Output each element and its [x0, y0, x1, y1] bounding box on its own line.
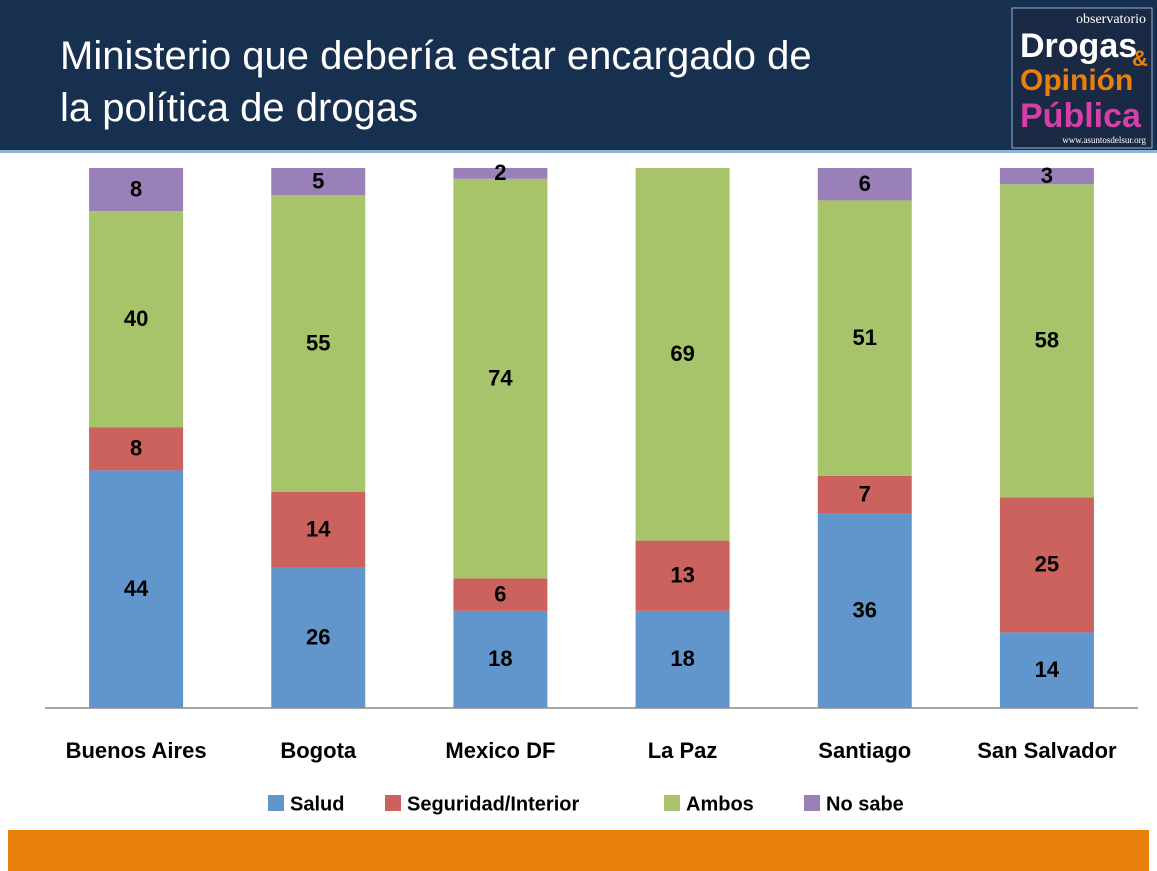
data-label: 25: [1035, 552, 1059, 577]
x-tick-label: Santiago: [818, 738, 911, 763]
data-label: 40: [124, 306, 148, 331]
bar-segment: [271, 567, 366, 708]
header: Ministerio que debería estar encargado d…: [0, 0, 1157, 153]
data-label: 2: [494, 160, 506, 185]
data-label: 14: [1035, 657, 1060, 682]
data-label: 18: [670, 646, 694, 671]
legend-swatch: [664, 795, 680, 811]
legend-label: Ambos: [686, 793, 754, 815]
data-label: 44: [124, 576, 149, 601]
bar-segment: [817, 168, 912, 201]
bar-segment: [271, 195, 366, 492]
bar-segment: [271, 492, 366, 568]
bar-segment: [89, 470, 184, 708]
bar-segment: [999, 184, 1094, 498]
data-label: 26: [306, 625, 330, 650]
data-label: 55: [306, 330, 330, 355]
chart-title: Ministerio que debería estar encargado d…: [60, 34, 812, 130]
data-label: 74: [488, 365, 513, 390]
x-tick-label: Buenos Aires: [66, 738, 207, 763]
logo-text: &: [1132, 46, 1148, 71]
bar-segment: [89, 211, 184, 428]
logo-text: www.asuntosdelsur.org: [1062, 135, 1146, 145]
data-label: 18: [488, 646, 512, 671]
data-label: 14: [306, 517, 331, 542]
data-label: 7: [859, 482, 871, 507]
logo-text: Drogas: [1020, 27, 1137, 65]
logo-text: observatorio: [1076, 12, 1146, 27]
bar-segment: [817, 200, 912, 476]
logo-text: Opinión: [1020, 64, 1133, 97]
data-label: 8: [130, 176, 142, 201]
x-tick-label: San Salvador: [977, 738, 1117, 763]
logo-text: Pública: [1020, 97, 1142, 135]
legend-swatch: [268, 795, 284, 811]
bar-segment: [453, 178, 548, 579]
data-label: 51: [853, 325, 877, 350]
footer-bar: [8, 830, 1149, 871]
data-label: 69: [670, 341, 694, 366]
bar-segment: [635, 168, 730, 541]
bar-segment: [453, 168, 548, 179]
bar-segment: [999, 632, 1094, 708]
data-label: 8: [130, 436, 142, 461]
bar-segment: [453, 610, 548, 708]
data-label: 5: [312, 168, 324, 193]
x-tick-label: Bogota: [280, 738, 357, 763]
bar-segment: [817, 475, 912, 514]
legend-label: No sabe: [826, 793, 904, 815]
data-label: 13: [670, 563, 694, 588]
legend-label: Seguridad/Interior: [407, 793, 579, 815]
bar-segment: [635, 540, 730, 611]
logo-box: [1011, 7, 1153, 149]
data-label: 6: [494, 581, 506, 606]
data-label: 3: [1041, 163, 1053, 188]
bar-segment: [271, 168, 366, 195]
x-tick-label: La Paz: [648, 738, 718, 763]
logo: observatorio Drogas & Opinión Pública ww…: [1011, 7, 1153, 149]
x-tick-label: Mexico DF: [445, 738, 555, 763]
bar-segment: [453, 578, 548, 611]
bar-segment: [89, 427, 184, 471]
bar-segment: [89, 168, 184, 212]
legend-label: Salud: [290, 793, 344, 815]
bar-segment: [999, 168, 1094, 185]
bar-segment: [999, 497, 1094, 633]
bar-segment: [635, 610, 730, 708]
legend-swatch: [385, 795, 401, 811]
data-label: 6: [859, 171, 871, 196]
data-label: 36: [853, 598, 877, 623]
bar-segment: [817, 513, 912, 708]
legend-swatch: [804, 795, 820, 811]
data-label: 58: [1035, 328, 1059, 353]
